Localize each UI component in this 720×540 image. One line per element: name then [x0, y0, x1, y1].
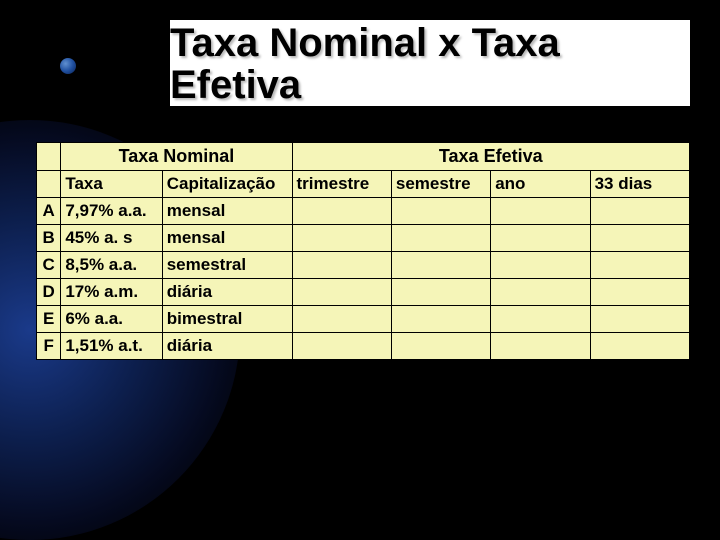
row-cap: diária: [162, 279, 292, 306]
table-row: E 6% a.a. bimestral: [37, 306, 690, 333]
table-row: D 17% a.m. diária: [37, 279, 690, 306]
table-row: B 45% a. s mensal: [37, 225, 690, 252]
row-33dias: [590, 252, 689, 279]
row-ano: [491, 279, 590, 306]
row-33dias: [590, 333, 689, 360]
row-trimestre: [292, 198, 391, 225]
row-trimestre: [292, 306, 391, 333]
row-cap: bimestral: [162, 306, 292, 333]
row-trimestre: [292, 252, 391, 279]
row-letter: B: [37, 225, 61, 252]
header-33dias: 33 dias: [590, 171, 689, 198]
row-taxa: 7,97% a.a.: [61, 198, 162, 225]
row-ano: [491, 333, 590, 360]
table-header-row-1: Taxa Nominal Taxa Efetiva: [37, 143, 690, 171]
row-cap: mensal: [162, 198, 292, 225]
row-letter: F: [37, 333, 61, 360]
row-taxa: 45% a. s: [61, 225, 162, 252]
row-taxa: 8,5% a.a.: [61, 252, 162, 279]
header-capitalizacao: Capitalização: [162, 171, 292, 198]
page-title: Taxa Nominal x Taxa Efetiva: [170, 20, 690, 106]
row-ano: [491, 198, 590, 225]
row-trimestre: [292, 333, 391, 360]
row-semestre: [391, 198, 490, 225]
row-ano: [491, 252, 590, 279]
header-taxa: Taxa: [61, 171, 162, 198]
row-taxa: 6% a.a.: [61, 306, 162, 333]
table-body: A 7,97% a.a. mensal B 45% a. s mensal C …: [37, 198, 690, 360]
row-letter: A: [37, 198, 61, 225]
row-semestre: [391, 225, 490, 252]
row-ano: [491, 225, 590, 252]
rates-table-container: Taxa Nominal Taxa Efetiva Taxa Capitaliz…: [36, 142, 690, 360]
row-trimestre: [292, 225, 391, 252]
row-letter: D: [37, 279, 61, 306]
row-33dias: [590, 198, 689, 225]
row-cap: mensal: [162, 225, 292, 252]
bullet-icon: [60, 58, 76, 74]
row-semestre: [391, 279, 490, 306]
row-33dias: [590, 225, 689, 252]
header-trimestre: trimestre: [292, 171, 391, 198]
header-blank-1: [37, 143, 61, 171]
row-cap: semestral: [162, 252, 292, 279]
rates-table: Taxa Nominal Taxa Efetiva Taxa Capitaliz…: [36, 142, 690, 360]
header-ano: ano: [491, 171, 590, 198]
row-semestre: [391, 333, 490, 360]
row-33dias: [590, 306, 689, 333]
table-row: C 8,5% a.a. semestral: [37, 252, 690, 279]
row-letter: E: [37, 306, 61, 333]
header-blank-2: [37, 171, 61, 198]
row-semestre: [391, 306, 490, 333]
header-semestre: semestre: [391, 171, 490, 198]
row-cap: diária: [162, 333, 292, 360]
header-efetiva: Taxa Efetiva: [292, 143, 690, 171]
header-nominal: Taxa Nominal: [61, 143, 292, 171]
table-row: F 1,51% a.t. diária: [37, 333, 690, 360]
table-row: A 7,97% a.a. mensal: [37, 198, 690, 225]
row-taxa: 17% a.m.: [61, 279, 162, 306]
row-ano: [491, 306, 590, 333]
row-semestre: [391, 252, 490, 279]
row-33dias: [590, 279, 689, 306]
row-trimestre: [292, 279, 391, 306]
row-taxa: 1,51% a.t.: [61, 333, 162, 360]
table-header-row-2: Taxa Capitalização trimestre semestre an…: [37, 171, 690, 198]
row-letter: C: [37, 252, 61, 279]
